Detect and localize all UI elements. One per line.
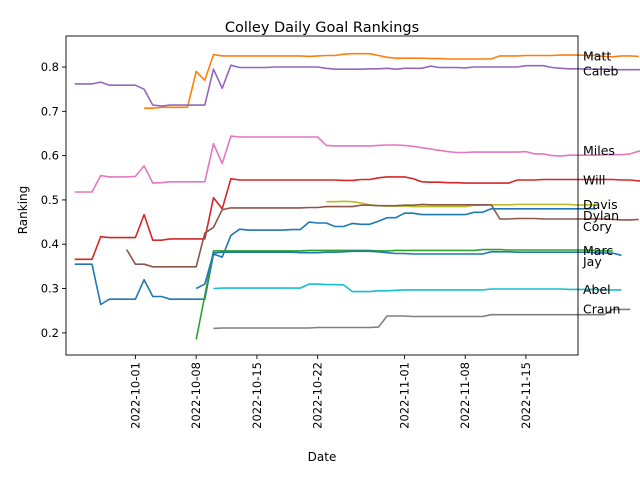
series-label-cory: Cory — [583, 219, 613, 234]
series-label-matt: Matt — [583, 48, 611, 63]
y-tick-label: 0.2 — [41, 326, 59, 340]
series-line-miles — [74, 135, 640, 193]
x-tick-label: 2022-10-01 — [128, 362, 142, 429]
series-label-dylan: Dylan — [583, 208, 619, 223]
y-tick-label: 0.3 — [41, 282, 59, 296]
series-line-will — [74, 176, 640, 261]
series-label-craun: Craun — [583, 301, 620, 316]
y-axis-label: Ranking — [16, 186, 30, 235]
x-tick-label: 2022-10-22 — [311, 362, 325, 429]
y-tick-label: 0.8 — [41, 60, 59, 74]
x-tick-label: 2022-10-08 — [189, 362, 203, 429]
series-line-jay — [195, 250, 622, 290]
series-label-davis: Davis — [583, 197, 618, 212]
series-line-abel — [213, 283, 622, 293]
y-tick-label: 0.7 — [41, 104, 59, 118]
series-label-will: Will — [583, 172, 606, 187]
series-label-abel: Abel — [583, 282, 611, 297]
y-tick-label: 0.6 — [41, 149, 59, 163]
series-line-dylan — [74, 208, 596, 306]
series-line-cory — [126, 203, 639, 268]
x-tick-label: 2022-10-15 — [250, 362, 264, 429]
series-label-jay: Jay — [582, 254, 602, 269]
x-tick-label: 2022-11-01 — [397, 362, 411, 429]
y-tick-label: 0.4 — [41, 237, 59, 251]
y-tick-label: 0.5 — [41, 193, 59, 207]
series-line-marc — [195, 248, 613, 340]
series-label-miles: Miles — [583, 143, 615, 158]
x-tick-label: 2022-11-08 — [458, 362, 472, 429]
series-line-craun — [213, 308, 631, 330]
series-line-matt — [144, 52, 639, 109]
plot-area: 0.2 0.3 0.4 0.5 0.6 0.7 0.8 2022-10-01 2022-10-0… — [41, 35, 640, 429]
x-tick-label: 2022-11-15 — [519, 362, 533, 429]
series-line-caleb — [74, 64, 640, 107]
series-label-marc: Marc — [583, 243, 613, 258]
plot-frame — [65, 35, 579, 356]
series-label-caleb: Caleb — [583, 63, 619, 78]
chart-title: Colley Daily Goal Rankings — [225, 20, 419, 36]
x-axis-label: Date — [308, 450, 337, 464]
